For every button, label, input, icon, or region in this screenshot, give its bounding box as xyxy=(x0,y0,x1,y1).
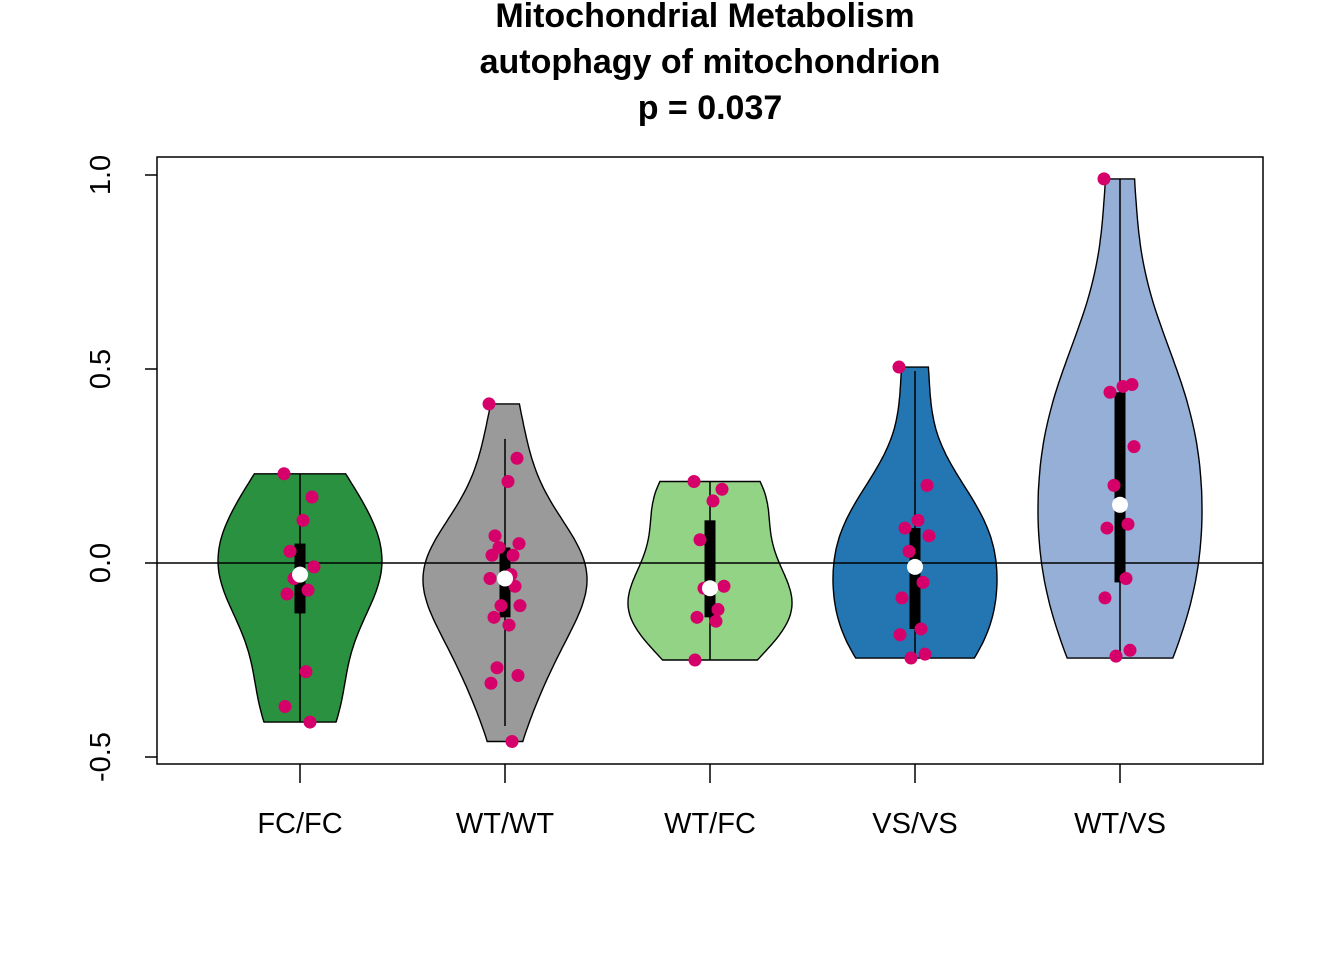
data-point-fc-fc xyxy=(296,513,310,527)
data-point-wt-wt xyxy=(494,599,508,613)
data-point-wt-fc xyxy=(690,610,704,624)
data-point-wt-vs xyxy=(1116,379,1130,393)
data-point-fc-fc xyxy=(277,467,291,481)
data-point-wt-fc xyxy=(693,533,707,547)
data-point-vs-vs xyxy=(918,647,932,661)
data-point-wt-fc xyxy=(709,614,723,628)
axes-layer: -0.5 0.0 0.5 1.0 FC/FC WT/WT WT/FC VS/VS WT/VS xyxy=(85,155,1264,840)
data-point-fc-fc xyxy=(303,715,317,729)
chart-title: Mitochondrial Metabolism autophagy of mi… xyxy=(480,0,941,127)
data-point-fc-fc xyxy=(280,587,294,601)
data-point-wt-wt xyxy=(511,669,525,683)
median-marker-fc-fc xyxy=(292,566,308,583)
y-tick-label: 1.0 xyxy=(85,155,117,195)
data-point-wt-vs xyxy=(1098,591,1112,605)
data-point-wt-vs xyxy=(1119,572,1133,586)
data-point-wt-wt xyxy=(490,661,504,675)
data-point-wt-vs xyxy=(1103,385,1117,399)
violin-layer xyxy=(217,178,1203,743)
data-point-wt-wt xyxy=(484,676,498,690)
data-point-wt-vs xyxy=(1097,172,1111,186)
x-tick-label: VS/VS xyxy=(872,808,957,840)
y-tick-label: 0.0 xyxy=(85,543,117,583)
data-point-wt-wt xyxy=(487,610,501,624)
median-marker-vs-vs xyxy=(907,558,923,575)
data-point-vs-vs xyxy=(902,544,916,558)
y-tick-label: 0.5 xyxy=(85,349,117,389)
title-line-1: Mitochondrial Metabolism xyxy=(495,0,914,35)
data-point-wt-fc xyxy=(688,653,702,667)
iqr-box-vs-vs xyxy=(909,528,921,629)
data-point-wt-vs xyxy=(1127,440,1141,454)
data-point-wt-vs xyxy=(1109,649,1123,663)
data-point-wt-wt xyxy=(485,548,499,562)
data-point-wt-fc xyxy=(715,482,729,496)
iqr-box-wt-fc xyxy=(704,520,716,618)
box-layer xyxy=(294,178,1126,726)
data-point-wt-fc xyxy=(687,475,701,489)
data-point-wt-wt xyxy=(488,529,502,543)
data-point-wt-fc xyxy=(711,603,725,617)
data-point-wt-vs xyxy=(1107,478,1121,492)
data-point-fc-fc xyxy=(278,700,292,714)
data-point-vs-vs xyxy=(898,521,912,535)
data-point-vs-vs xyxy=(911,513,925,527)
x-tick-label: WT/VS xyxy=(1074,808,1166,840)
x-tick-label: FC/FC xyxy=(257,808,342,840)
data-point-wt-wt xyxy=(512,537,526,551)
median-marker-wt-fc xyxy=(702,580,718,597)
x-tick-label: WT/WT xyxy=(456,808,555,840)
data-point-vs-vs xyxy=(922,529,936,543)
point-layer xyxy=(277,172,1141,748)
data-point-vs-vs xyxy=(914,622,928,636)
title-line-2: autophagy of mitochondrion xyxy=(480,43,941,81)
y-tick-label: -0.5 xyxy=(85,732,117,782)
data-point-wt-fc xyxy=(717,579,731,593)
data-point-fc-fc xyxy=(307,560,321,574)
data-point-wt-wt xyxy=(505,734,519,748)
data-point-vs-vs xyxy=(920,478,934,492)
data-point-fc-fc xyxy=(305,490,319,504)
data-point-wt-wt xyxy=(508,579,522,593)
median-marker-wt-vs xyxy=(1112,496,1128,513)
data-point-wt-wt xyxy=(482,397,496,411)
data-point-fc-fc xyxy=(299,665,313,679)
data-point-wt-wt xyxy=(483,572,497,586)
data-point-wt-fc xyxy=(706,494,720,508)
data-point-wt-wt xyxy=(501,475,515,489)
data-point-wt-wt xyxy=(510,451,524,465)
data-point-vs-vs xyxy=(895,591,909,605)
data-point-vs-vs xyxy=(893,628,907,642)
data-point-wt-wt xyxy=(506,548,520,562)
x-tick-label: WT/FC xyxy=(664,808,756,840)
data-point-wt-vs xyxy=(1121,517,1135,531)
data-point-wt-wt xyxy=(502,618,516,632)
data-point-vs-vs xyxy=(892,360,906,374)
data-point-vs-vs xyxy=(904,651,918,665)
data-point-fc-fc xyxy=(301,583,315,597)
data-point-wt-wt xyxy=(513,599,527,613)
data-point-fc-fc xyxy=(283,544,297,558)
data-point-wt-vs xyxy=(1123,643,1137,657)
median-marker-wt-wt xyxy=(497,570,513,587)
data-point-vs-vs xyxy=(916,575,930,589)
title-line-3: p = 0.037 xyxy=(638,89,783,127)
data-point-wt-vs xyxy=(1100,521,1114,535)
